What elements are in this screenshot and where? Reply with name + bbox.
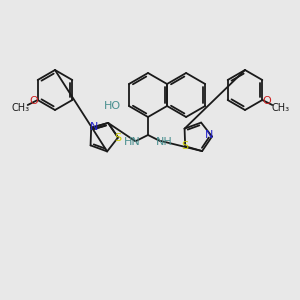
Text: CH₃: CH₃ <box>271 103 290 113</box>
Text: NH: NH <box>156 137 172 147</box>
Text: N: N <box>205 130 213 140</box>
Text: S: S <box>114 133 122 142</box>
Text: N: N <box>90 122 98 132</box>
Text: CH₃: CH₃ <box>12 103 30 113</box>
Text: HN: HN <box>124 137 140 147</box>
Text: HO: HO <box>104 101 121 111</box>
Text: O: O <box>262 96 271 106</box>
Text: S: S <box>182 141 189 151</box>
Text: O: O <box>29 96 38 106</box>
